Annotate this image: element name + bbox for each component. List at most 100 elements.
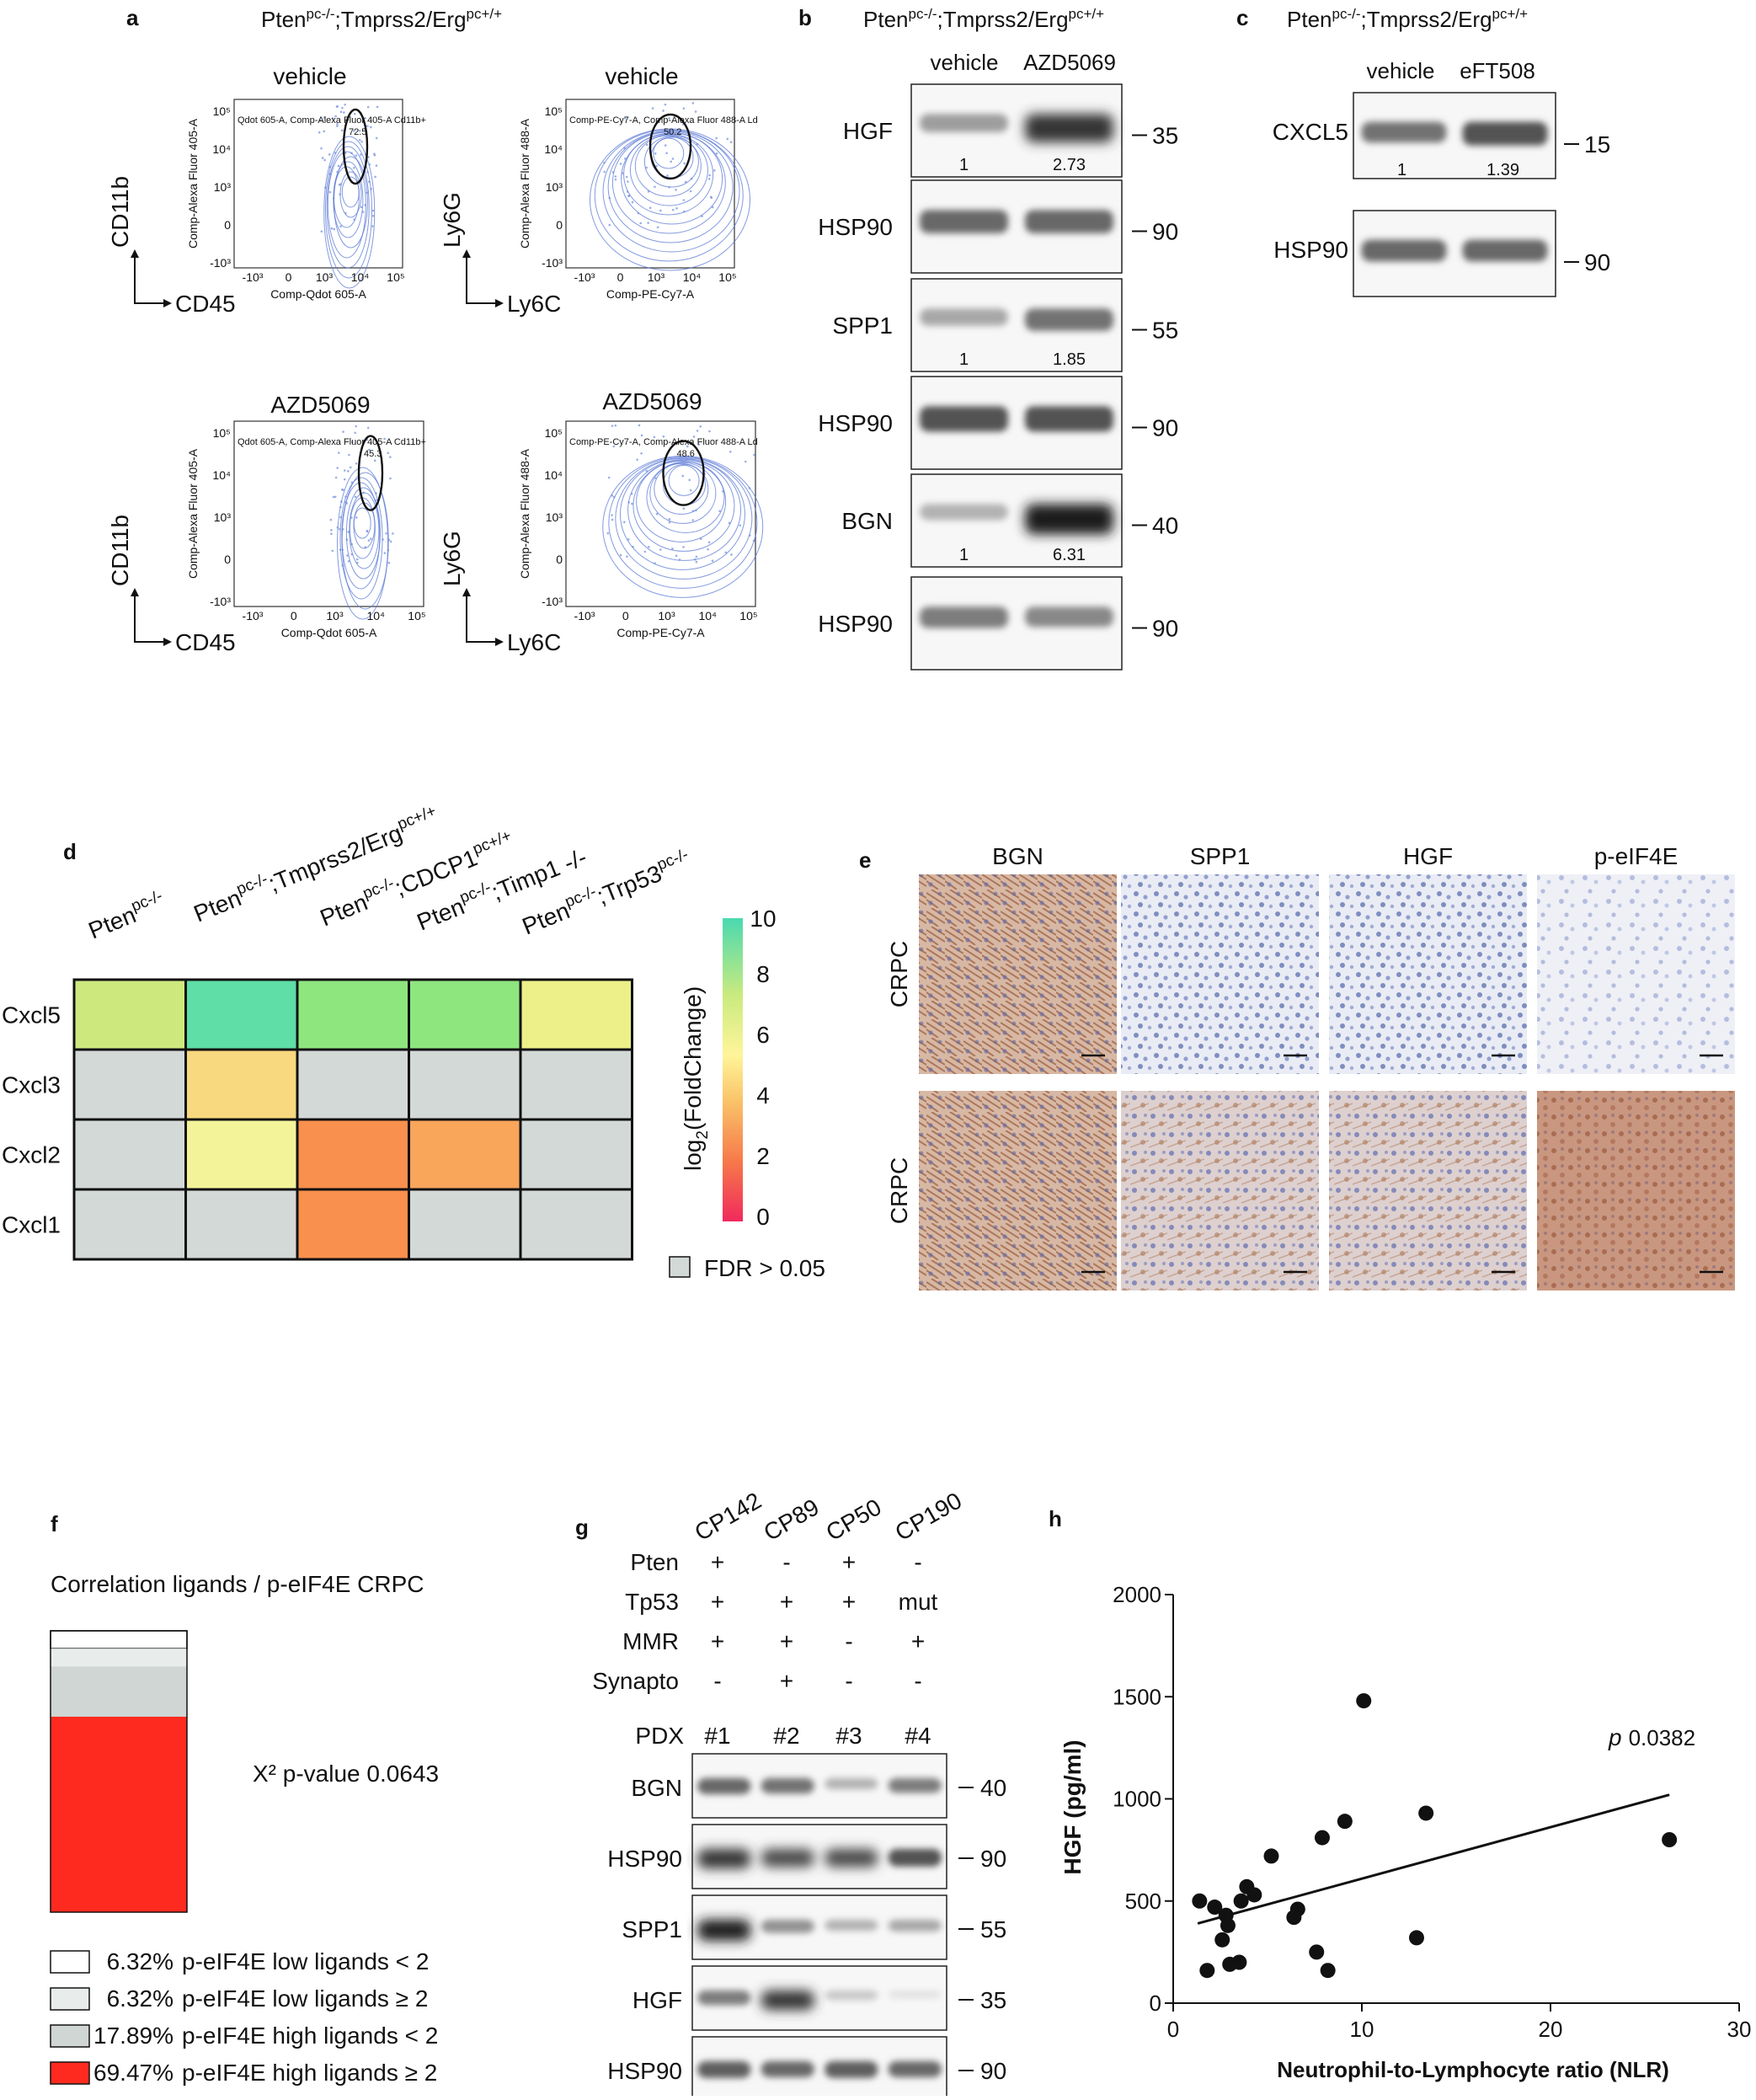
event-dot	[370, 187, 372, 190]
flow-plot: vehicle Qdot 605-A, Comp-Alexa Fluor 405-…	[107, 63, 426, 317]
heatmap-cell	[296, 1188, 410, 1261]
event-dot	[373, 459, 376, 462]
event-dot	[350, 553, 354, 556]
ihc-image	[1329, 874, 1527, 1074]
protein-label: SPP1	[622, 1916, 682, 1942]
flow-plot-title: AZD5069	[270, 392, 370, 418]
contour-line	[623, 133, 714, 216]
feature-name: Pten	[630, 1549, 679, 1575]
y-tick-label: 0	[556, 218, 563, 232]
event-dot	[655, 512, 659, 516]
y-tick-label: 2000	[1113, 1582, 1161, 1607]
event-dot	[387, 561, 391, 564]
panel-d: d Ptenpc-/- Ptenpc-/-;Tmprss2/Ergpc+/+Pte…	[2, 802, 825, 1281]
mw-label: 90	[980, 1846, 1006, 1872]
x-tick-label: 10⁴	[351, 270, 370, 284]
event-dot	[675, 188, 677, 191]
event-dot	[328, 173, 332, 176]
blot-strip	[910, 576, 1123, 671]
y-tick-label: 10⁵	[213, 104, 231, 118]
data-point	[1246, 1887, 1262, 1903]
colorbar-label: log2(FoldChange)	[680, 986, 712, 1171]
band-quant: 2.73	[1053, 156, 1086, 174]
blot-band	[920, 114, 1008, 132]
panel-f-title: Correlation ligands / p-eIF4E CRPC	[51, 1571, 424, 1597]
event-dot	[631, 200, 634, 204]
event-dot	[659, 209, 662, 212]
y-axis-label: HGF (pg/ml)	[1059, 1739, 1086, 1874]
legend-label: p-eIF4E low ligands ≥ 2	[182, 1985, 428, 2012]
feature-value: +	[711, 1589, 724, 1615]
heatmap-row-label: Cxcl2	[2, 1142, 61, 1168]
ihc-column-label: BGN	[992, 843, 1043, 869]
contour-line	[619, 457, 745, 570]
event-dot	[686, 445, 689, 448]
event-dot	[336, 170, 339, 174]
panel-g-blots: BGN 40 HSP90 90 SPP1 55 HGF 35 HSP90 90	[607, 1753, 1006, 2100]
lane-label-azd5069: AZD5069	[1023, 50, 1116, 75]
pdx-label: PDX	[635, 1723, 684, 1749]
mw-label: 15	[1584, 131, 1610, 158]
panel-e-label: e	[859, 847, 871, 873]
heatmap: Cxcl5 Cxcl3 Cxcl2 Cxcl1	[2, 978, 633, 1261]
event-dot	[318, 131, 321, 134]
event-dot	[612, 495, 616, 499]
lane-label-eft508: eFT508	[1460, 58, 1535, 83]
ihc-image	[919, 1091, 1117, 1290]
band-quant: 6.31	[1053, 546, 1086, 564]
legend-swatch	[50, 1987, 90, 2011]
contour-line	[594, 129, 744, 262]
bar-segment	[51, 1648, 187, 1667]
event-dot	[611, 171, 615, 174]
event-dot	[715, 152, 718, 155]
x-axis-label: Comp-PE-Cy7-A	[616, 626, 705, 639]
event-dot	[713, 169, 716, 172]
blot-band	[920, 308, 1008, 326]
event-dot	[375, 492, 377, 494]
blot-strip	[910, 278, 1123, 372]
event-dot	[682, 507, 686, 510]
feature-name: Tp53	[625, 1589, 679, 1615]
y-tick-label: 1000	[1113, 1787, 1161, 1812]
event-dot	[330, 529, 333, 532]
contour-line	[627, 458, 742, 561]
data-point	[1418, 1805, 1434, 1821]
x-tick-label: 10⁵	[387, 270, 404, 284]
blot-strip	[910, 376, 1123, 470]
event-dot	[623, 521, 626, 524]
event-dot	[690, 177, 693, 180]
event-dot	[321, 157, 324, 159]
event-dot	[323, 130, 326, 133]
event-dot	[328, 190, 332, 194]
event-dot	[699, 537, 702, 540]
event-dot	[603, 170, 606, 174]
x-tick-label: 30	[1727, 2017, 1752, 2042]
event-dot	[671, 158, 675, 160]
event-dot	[343, 478, 346, 481]
event-dot	[666, 174, 669, 177]
event-dot	[370, 126, 372, 129]
data-point	[1192, 1893, 1208, 1909]
feature-value: -	[914, 1549, 921, 1575]
gate-label: Comp-PE-Cy7-A, Comp-Alexa Fluor 488-A Ld	[569, 115, 758, 126]
contour-line	[333, 166, 360, 228]
event-dot	[339, 110, 343, 114]
event-dot	[366, 105, 370, 109]
event-dot	[624, 158, 627, 160]
x-tick-label: -10³	[574, 609, 595, 623]
contour-line	[668, 464, 700, 496]
scatter-plot: 0 500 1000 1500 2000 0 10 20 30 Neutrophil-to-Lym…	[1059, 1582, 1751, 2082]
y-tick-label: -10³	[210, 256, 231, 270]
heatmap-cell	[296, 1118, 410, 1191]
feature-value: +	[911, 1628, 925, 1654]
event-dot	[625, 175, 628, 179]
legend-swatch	[50, 2061, 90, 2085]
feature-value: mut	[899, 1589, 938, 1615]
ihc-image	[1329, 1091, 1527, 1290]
event-dot	[682, 210, 686, 213]
heatmap-column-labels: Ptenpc-/- Ptenpc-/-;Tmprss2/Ergpc+/+Ptenp…	[85, 802, 691, 943]
event-dot	[352, 130, 355, 132]
marker-axes-arrow	[134, 590, 170, 643]
event-dot	[324, 186, 327, 189]
